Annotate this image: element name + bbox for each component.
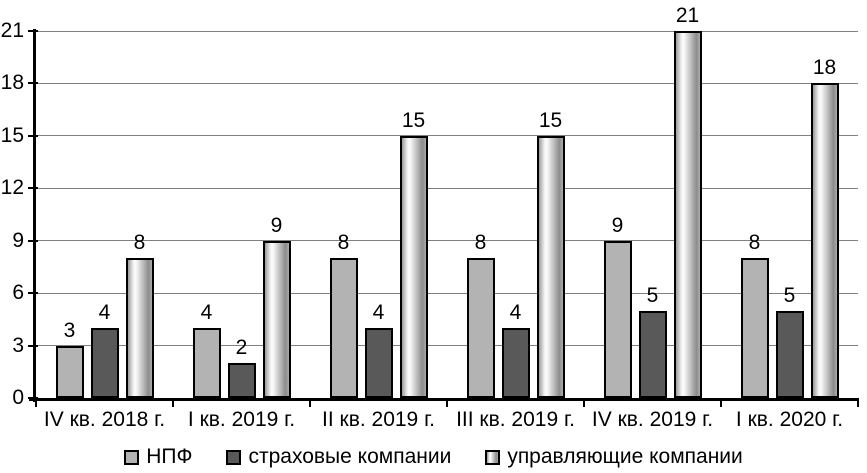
bar-value-label: 2 xyxy=(235,336,248,360)
bar-npf xyxy=(192,328,221,398)
legend: НПФ страховые компании управляющие компани… xyxy=(0,444,867,470)
bar-management-companies xyxy=(536,135,565,398)
bar-value-label: 4 xyxy=(509,301,522,325)
bar-value-label: 15 xyxy=(538,108,563,132)
bar-value-label: 4 xyxy=(98,301,111,325)
x-axis-label: I кв. 2020 г. xyxy=(735,408,844,431)
bar-insurance-companies xyxy=(638,310,667,398)
y-axis-label: 12 xyxy=(0,176,24,200)
bar-npf xyxy=(466,258,495,398)
bar-management-companies xyxy=(673,31,702,398)
bar-value-label: 3 xyxy=(63,318,76,342)
legend-marker-insurance-companies xyxy=(226,449,242,465)
bar-value-label: 18 xyxy=(812,56,837,80)
legend-marker-management-companies xyxy=(485,449,501,465)
bar-value-label: 9 xyxy=(611,213,624,237)
gridline xyxy=(36,187,858,189)
bar-value-label: 8 xyxy=(133,231,146,255)
bar-value-label: 8 xyxy=(474,231,487,255)
y-axis-label: 6 xyxy=(12,281,24,305)
legend-item-management-companies: управляющие компании xyxy=(485,445,743,469)
legend-item-insurance-companies: страховые компании xyxy=(226,445,451,469)
y-axis-label: 18 xyxy=(0,71,24,95)
gridline xyxy=(36,135,858,137)
gridline xyxy=(36,82,858,84)
y-axis-line xyxy=(33,29,36,402)
x-axis-label: IV кв. 2019 г. xyxy=(591,408,714,431)
gridline xyxy=(36,345,858,347)
gridline xyxy=(36,292,858,294)
gridline xyxy=(36,30,858,32)
x-axis-label: II кв. 2019 г. xyxy=(322,408,435,431)
y-axis-label: 0 xyxy=(12,386,24,409)
bar-npf xyxy=(55,345,84,398)
x-axis-tick xyxy=(309,398,311,407)
y-axis-label: 3 xyxy=(12,333,24,357)
bar-value-label: 8 xyxy=(337,231,350,255)
legend-label: управляющие компании xyxy=(507,445,743,468)
x-axis-label: III кв. 2019 г. xyxy=(456,408,575,431)
x-axis-tick xyxy=(857,398,859,407)
bar-insurance-companies xyxy=(364,328,393,398)
x-axis-label: IV кв. 2018 г. xyxy=(43,408,166,431)
bar-value-label: 9 xyxy=(270,213,283,237)
legend-marker-npf xyxy=(124,449,140,465)
bar-management-companies xyxy=(262,240,291,398)
x-axis-tick xyxy=(172,398,174,407)
bar-npf xyxy=(603,240,632,398)
legend-item-npf: НПФ xyxy=(124,445,192,469)
y-axis-label: 21 xyxy=(0,19,24,42)
bar-value-label: 5 xyxy=(646,283,659,307)
y-axis-label: 9 xyxy=(12,228,24,252)
bar-management-companies xyxy=(399,135,428,398)
bar-value-label: 15 xyxy=(401,108,426,132)
bar-value-label: 4 xyxy=(200,301,213,325)
gridline xyxy=(36,240,858,242)
x-axis-line xyxy=(29,398,858,401)
bar-value-label: 5 xyxy=(783,283,796,307)
bar-value-label: 4 xyxy=(372,301,385,325)
bar-insurance-companies xyxy=(227,363,256,398)
x-axis-tick xyxy=(583,398,585,407)
x-axis-label: I кв. 2019 г. xyxy=(187,408,296,431)
x-axis-tick xyxy=(35,398,37,407)
x-axis-tick xyxy=(720,398,722,407)
bar-npf xyxy=(329,258,358,398)
bar-insurance-companies xyxy=(501,328,530,398)
legend-label: страховые компании xyxy=(248,445,452,468)
bar-value-label: 8 xyxy=(748,231,761,255)
bar-insurance-companies xyxy=(90,328,119,398)
bar-management-companies xyxy=(125,258,154,398)
bar-value-label: 21 xyxy=(675,4,700,27)
bar-insurance-companies xyxy=(775,310,804,398)
bar-management-companies xyxy=(810,83,839,398)
legend-label: НПФ xyxy=(146,445,193,468)
y-axis-label: 15 xyxy=(0,123,24,147)
x-axis-tick xyxy=(446,398,448,407)
bar-npf xyxy=(740,258,769,398)
